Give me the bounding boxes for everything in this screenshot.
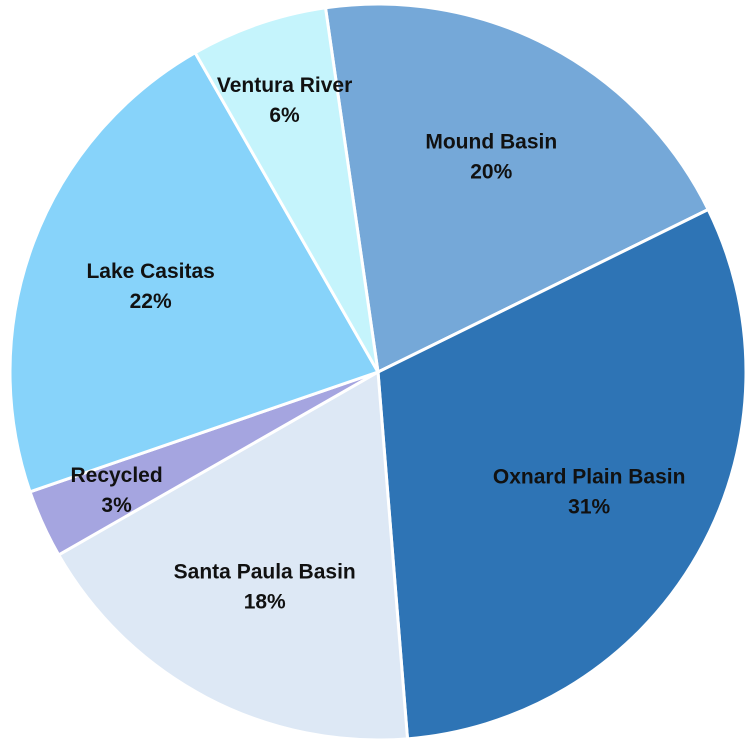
slice-label: Mound Basin (425, 131, 557, 154)
slice-value-label: 20% (470, 161, 512, 184)
slice-label: Ventura River (217, 74, 352, 97)
slice-value-label: 22% (130, 290, 172, 313)
pie-slice (193, 6, 380, 373)
pie-slice (323, 2, 711, 375)
slice-value-label: 31% (568, 496, 610, 519)
slice-label: Oxnard Plain Basin (493, 466, 686, 489)
slice-value-label: 3% (101, 494, 132, 517)
pie-slice (56, 369, 410, 742)
slice-value-label: 18% (244, 590, 286, 613)
slice-value-label: 6% (269, 104, 300, 127)
pie-slice (376, 207, 745, 741)
slice-label: Recycled (70, 464, 162, 487)
slice-label: Lake Casitas (86, 260, 214, 283)
slice-label: Santa Paula Basin (174, 560, 356, 583)
pie-slice (8, 50, 381, 494)
